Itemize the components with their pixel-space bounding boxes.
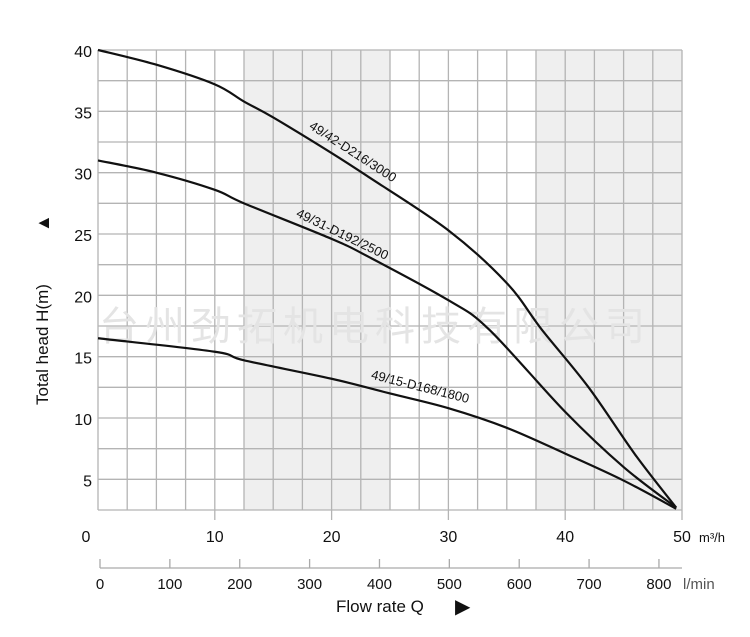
x2-tick-label: 300 bbox=[297, 576, 322, 593]
y-tick-labels: 40 35 30 25 20 15 10 5 bbox=[74, 44, 92, 490]
y-tick-label: 40 bbox=[74, 44, 92, 61]
y-arrow-icon: ▲ bbox=[33, 214, 53, 232]
watermark: 台州劲拓机电科技有限公司 bbox=[99, 305, 651, 349]
x2-tick-label: 200 bbox=[227, 576, 252, 593]
y-tick-label: 35 bbox=[74, 105, 92, 122]
x2-tick-label: 100 bbox=[157, 576, 182, 593]
performance-curve bbox=[97, 48, 678, 509]
y-zero-label: 0 bbox=[82, 529, 91, 546]
x-tick-label: 50 bbox=[673, 529, 691, 546]
x-tick-label: 10 bbox=[206, 529, 224, 546]
x2-unit-label: l/min bbox=[683, 576, 715, 593]
performance-curve bbox=[97, 159, 677, 509]
shaded-band bbox=[536, 50, 682, 510]
y-tick-label: 30 bbox=[74, 167, 92, 184]
x-tick-label: 40 bbox=[556, 529, 574, 546]
x-arrow-icon: ▶ bbox=[455, 596, 471, 618]
x-tick-label: 30 bbox=[440, 529, 458, 546]
x-axis-label: Flow rate Q bbox=[336, 597, 424, 616]
secondary-x-axis: 0 100 200 300 400 500 600 700 800 bbox=[96, 559, 682, 593]
y-tick-label: 5 bbox=[83, 473, 92, 490]
x2-tick-label: 0 bbox=[96, 576, 104, 593]
y-tick-label: 10 bbox=[74, 412, 92, 429]
performance-curve bbox=[97, 337, 677, 510]
shaded-band bbox=[244, 50, 390, 510]
y-tick-label: 15 bbox=[74, 351, 92, 368]
y-axis-label: Total head H(m) bbox=[33, 284, 52, 405]
x2-tick-label: 500 bbox=[437, 576, 462, 593]
x2-tick-label: 800 bbox=[646, 576, 671, 593]
y-tick-label: 20 bbox=[74, 289, 92, 306]
x-tick-label: 20 bbox=[323, 529, 341, 546]
x2-tick-label: 700 bbox=[577, 576, 602, 593]
x2-tick-label: 600 bbox=[507, 576, 532, 593]
x2-tick-label: 400 bbox=[367, 576, 392, 593]
grid-lines bbox=[97, 49, 683, 520]
y-tick-label: 25 bbox=[74, 228, 92, 245]
shaded-bands bbox=[244, 50, 682, 510]
x-tick-labels: 10 20 30 40 50 bbox=[206, 529, 691, 546]
x-unit-label: m³/h bbox=[699, 530, 725, 545]
